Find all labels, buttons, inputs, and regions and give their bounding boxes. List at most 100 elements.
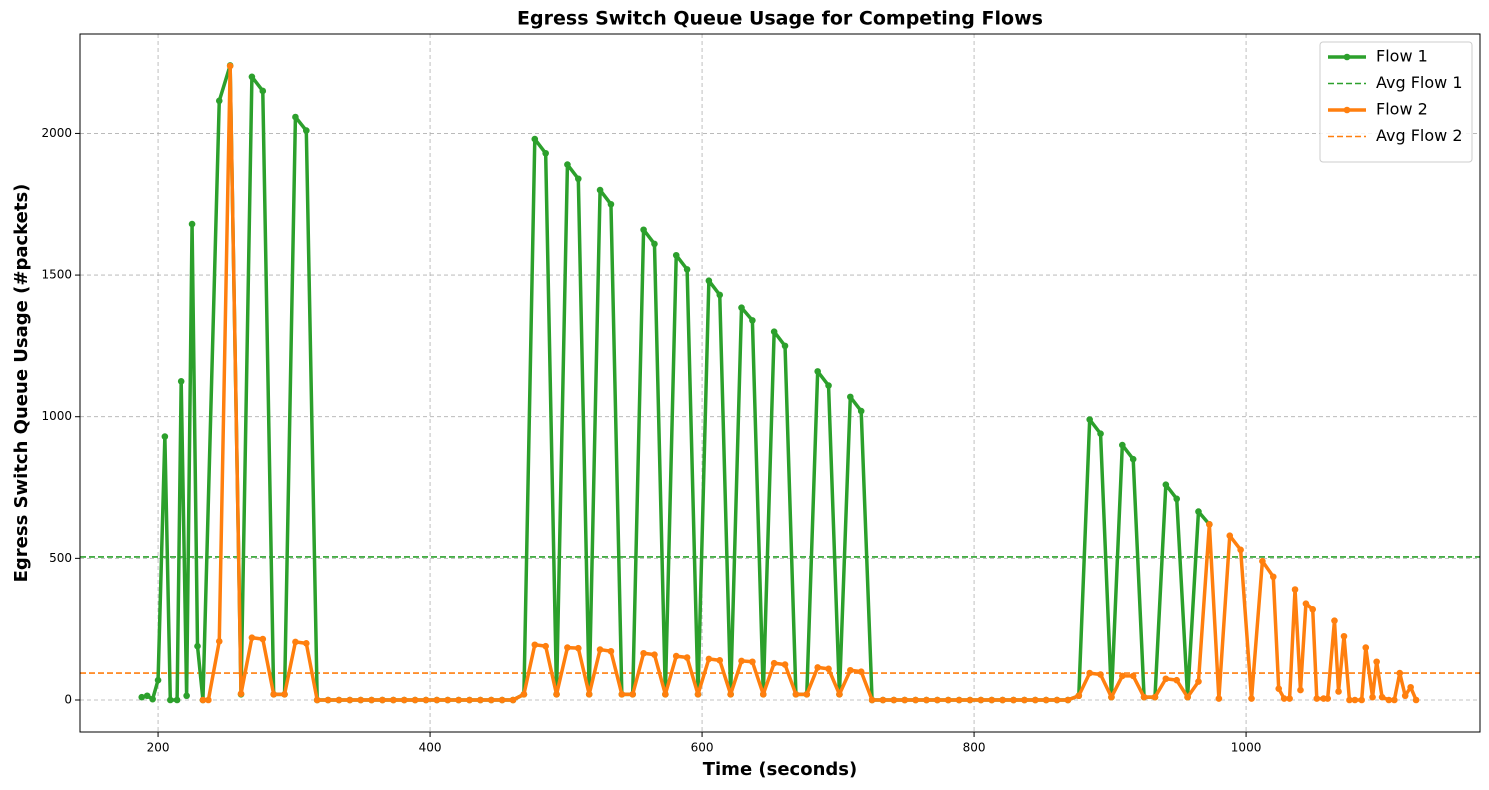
data-point [1412, 696, 1420, 704]
data-point [1086, 669, 1093, 677]
data-point [248, 634, 256, 641]
data-point [1162, 481, 1170, 488]
data-point [531, 641, 539, 649]
data-point [727, 691, 734, 698]
data-point [651, 651, 658, 658]
data-point [857, 668, 865, 675]
data-point [564, 161, 571, 168]
data-point [781, 342, 789, 350]
data-point [1195, 508, 1202, 515]
data-point [770, 659, 778, 667]
data-point [368, 696, 375, 704]
data-point [1184, 693, 1191, 701]
data-point [977, 696, 985, 704]
data-point [1119, 672, 1126, 680]
data-point [1108, 693, 1115, 701]
data-point [1401, 692, 1409, 700]
data-point [803, 691, 811, 698]
data-point [814, 664, 821, 671]
x-tick-label: 200 [147, 741, 170, 755]
data-point [455, 696, 462, 704]
data-point [1346, 696, 1353, 704]
data-point [1269, 573, 1277, 581]
y-tick-label: 2000 [41, 126, 72, 140]
data-point [825, 382, 832, 389]
data-point [1195, 678, 1202, 685]
y-tick-label: 0 [64, 692, 72, 706]
data-point [1335, 688, 1342, 695]
data-point [1021, 696, 1028, 704]
data-point [575, 175, 582, 183]
data-point [1373, 658, 1380, 666]
data-point [738, 657, 745, 665]
data-point [847, 393, 854, 401]
data-point [1391, 696, 1398, 704]
data-point [901, 696, 909, 704]
data-point [509, 696, 517, 704]
data-point [553, 691, 560, 698]
data-point [1385, 696, 1393, 704]
data-point [542, 149, 549, 157]
data-point [705, 655, 713, 663]
data-point [1053, 696, 1061, 704]
data-point [1351, 696, 1359, 704]
data-point [1291, 586, 1299, 593]
data-point [1358, 696, 1365, 704]
legend: Flow 1 Avg Flow 1 Flow 2 Avg Flow 2 [1319, 41, 1473, 163]
series [138, 62, 1213, 704]
y-axis-label: Egress Switch Queue Usage (#packets) [11, 184, 32, 583]
data-point [1313, 695, 1321, 702]
data-point [1151, 693, 1159, 701]
data-point [1237, 546, 1244, 554]
data-point [154, 676, 162, 684]
x-tick-label: 800 [963, 741, 986, 755]
data-point [177, 378, 185, 385]
legend-label: Flow 2 [1376, 100, 1428, 119]
data-point [1097, 430, 1104, 438]
y-tick-label: 500 [49, 551, 72, 565]
data-point [825, 665, 832, 673]
data-point [607, 200, 615, 208]
legend-box [1319, 41, 1473, 163]
data-point [934, 696, 941, 704]
y-tick-label: 1000 [41, 409, 72, 423]
data-point [781, 661, 789, 668]
data-point [847, 666, 854, 674]
data-point [923, 696, 930, 704]
legend-label: Avg Flow 2 [1376, 126, 1463, 145]
data-point [199, 696, 207, 704]
data-point [955, 696, 963, 704]
data-point [857, 407, 865, 415]
data-point [357, 696, 365, 704]
legend-label: Flow 1 [1376, 47, 1428, 66]
data-point [1280, 695, 1288, 702]
y-tick-label: 1500 [41, 268, 72, 282]
data-point [215, 97, 223, 105]
data-point [477, 696, 484, 704]
data-point [1286, 695, 1293, 702]
data-point [651, 240, 658, 248]
data-point [1206, 521, 1213, 528]
data-point [143, 692, 151, 700]
data-point [226, 62, 234, 70]
data-point [303, 640, 310, 647]
data-point [1162, 675, 1170, 683]
data-point [466, 696, 473, 704]
data-point [1075, 692, 1083, 700]
data-point [705, 277, 713, 285]
data-point [138, 693, 146, 701]
data-point [672, 652, 680, 660]
data-point [683, 266, 691, 273]
data-point [542, 642, 549, 650]
legend-label: Avg Flow 1 [1376, 73, 1463, 92]
legend-marker [1343, 106, 1351, 114]
data-point [836, 691, 843, 698]
data-point [1173, 676, 1181, 684]
data-point [259, 635, 267, 643]
data-point [640, 649, 647, 657]
data-point [498, 696, 506, 704]
data-point [575, 644, 582, 652]
data-point [1215, 695, 1223, 702]
series [199, 62, 1420, 704]
